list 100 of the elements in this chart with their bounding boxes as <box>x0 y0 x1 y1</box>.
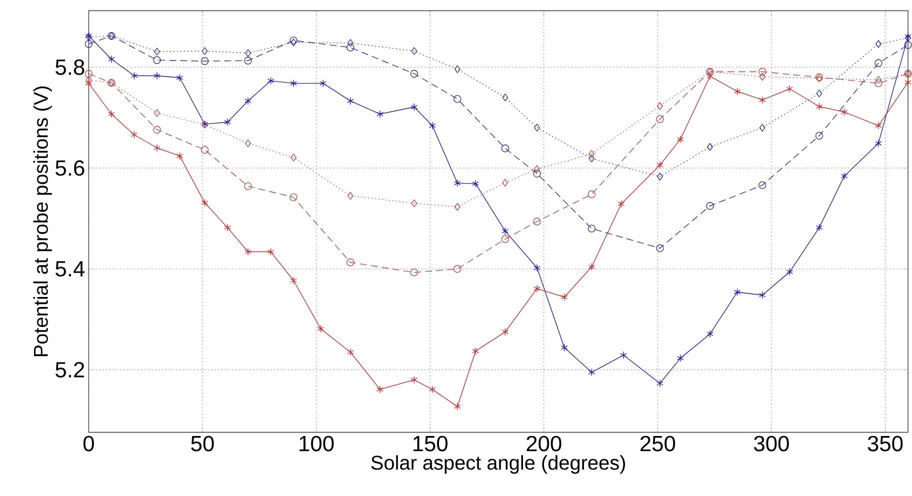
point <box>734 88 741 96</box>
point <box>533 170 541 178</box>
point <box>588 154 595 162</box>
point <box>533 218 541 226</box>
point <box>376 110 384 118</box>
point <box>153 126 161 134</box>
point <box>588 263 596 271</box>
point <box>410 268 418 276</box>
y-tick-label: 5.4 <box>56 261 85 277</box>
point <box>875 40 882 48</box>
point <box>224 118 231 126</box>
x-tick-label: 250 <box>640 436 676 452</box>
point <box>85 79 92 88</box>
point <box>267 76 274 85</box>
point <box>560 293 568 301</box>
point <box>588 190 596 198</box>
point <box>428 386 436 394</box>
point <box>201 198 208 207</box>
point <box>534 165 540 173</box>
point <box>176 74 184 82</box>
point <box>501 235 510 243</box>
x-tick-label: 200 <box>526 436 562 452</box>
x-tick-label: 50 <box>191 436 214 452</box>
point <box>588 368 596 376</box>
point <box>759 124 766 132</box>
point <box>815 132 824 140</box>
point <box>320 79 326 88</box>
x-tick-label: 150 <box>413 436 448 452</box>
point <box>347 348 354 356</box>
point <box>410 103 418 111</box>
point <box>656 380 664 388</box>
point <box>874 79 882 88</box>
point <box>154 109 160 117</box>
point <box>706 202 714 210</box>
point <box>502 178 508 187</box>
point <box>534 264 540 272</box>
point <box>875 139 882 148</box>
point <box>244 182 252 190</box>
point <box>706 330 714 338</box>
point <box>154 144 160 152</box>
point <box>816 90 822 98</box>
point <box>677 135 684 144</box>
point <box>317 325 324 333</box>
point <box>202 47 208 55</box>
point <box>428 122 436 130</box>
point <box>618 200 625 208</box>
point <box>108 110 115 118</box>
point <box>656 172 663 180</box>
point <box>376 386 384 394</box>
point <box>620 351 627 359</box>
point <box>86 76 92 84</box>
point <box>758 96 766 104</box>
point <box>290 276 297 284</box>
point <box>454 265 462 273</box>
point <box>534 284 540 292</box>
point <box>472 180 479 188</box>
point <box>875 76 882 84</box>
point <box>108 55 115 63</box>
point <box>502 227 509 235</box>
point <box>454 203 460 211</box>
point <box>154 72 160 80</box>
point <box>84 70 93 78</box>
point <box>347 192 354 200</box>
point <box>411 47 418 55</box>
point <box>346 44 354 52</box>
point <box>130 72 138 80</box>
point <box>244 248 252 256</box>
point <box>290 154 296 162</box>
point <box>454 65 460 74</box>
point <box>874 59 882 67</box>
point <box>706 72 714 80</box>
point <box>84 40 93 48</box>
point <box>454 402 461 410</box>
point <box>410 376 418 384</box>
point <box>656 161 664 169</box>
point <box>656 102 663 110</box>
point <box>501 144 510 152</box>
point <box>502 328 509 336</box>
y-tick-label: 5.2 <box>56 362 84 378</box>
point <box>588 224 596 232</box>
point <box>904 78 912 86</box>
point <box>472 347 479 355</box>
point <box>176 152 184 160</box>
point <box>560 344 568 352</box>
point <box>816 224 823 232</box>
point <box>346 258 354 266</box>
point <box>130 130 138 139</box>
point <box>502 94 508 102</box>
point <box>454 179 461 188</box>
point <box>410 70 418 78</box>
point <box>759 72 766 81</box>
point <box>758 291 766 299</box>
point <box>347 39 354 47</box>
x-tick-label: 0 <box>83 436 94 452</box>
point <box>245 139 251 148</box>
y-tick-label: 5.6 <box>56 160 84 176</box>
point <box>534 124 540 132</box>
point <box>656 115 664 123</box>
point <box>200 57 209 65</box>
point <box>875 122 882 130</box>
